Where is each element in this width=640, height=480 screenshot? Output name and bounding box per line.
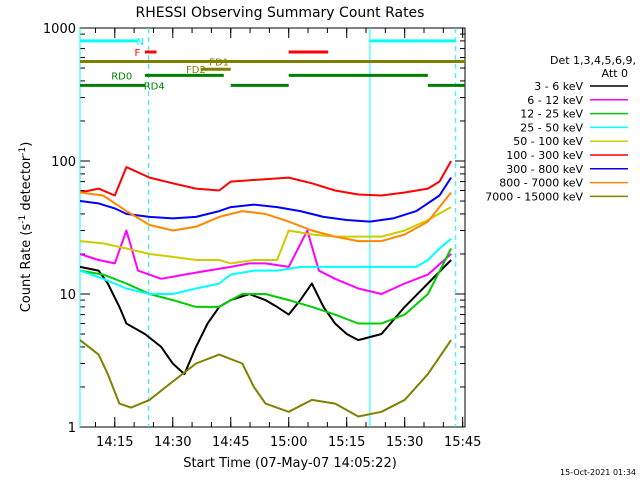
y-axis-label-part: detector	[19, 155, 34, 215]
flag-bar-label: RD4	[144, 81, 165, 92]
y-axis-label: Count Rate (s-1 detector-1)	[18, 142, 34, 313]
x-tick-label: 15:45	[444, 435, 481, 450]
plot-frame	[79, 27, 466, 428]
y-axis-ticks: 1 10 100 1000	[43, 22, 465, 436]
flag-bar-label: FD2	[186, 65, 206, 76]
time-markers	[79, 28, 457, 427]
series-line	[79, 259, 452, 376]
y-tick-label: 1	[68, 421, 76, 436]
series-line	[79, 229, 452, 295]
series-line	[79, 238, 452, 295]
flag-bar-label: FD1	[209, 57, 229, 68]
legend-entry-label: 800 - 7000 keV	[499, 177, 583, 190]
y-tick-label: 1000	[43, 22, 76, 37]
legend-entry-label: 6 - 12 keV	[527, 94, 583, 107]
legend-header-line: Att 0	[602, 67, 628, 80]
flag-bar-label: RD0	[111, 71, 132, 82]
legend-entry-label: 50 - 100 keV	[513, 135, 583, 148]
y-axis-label-part: Count Rate (s	[19, 224, 34, 313]
legend-entry-label: 3 - 6 keV	[534, 80, 583, 93]
x-tick-label: 15:00	[270, 435, 307, 450]
x-tick-label: 14:15	[96, 435, 133, 450]
flag-bar-label: N	[137, 37, 144, 48]
x-tick-label: 15:15	[328, 435, 365, 450]
legend-entry-label: 7000 - 15000 keV	[485, 190, 583, 203]
series-line	[79, 339, 452, 418]
chart-title: RHESSI Observing Summary Count Rates	[136, 5, 425, 21]
legend-entry-label: 12 - 25 keV	[520, 108, 583, 121]
legend-entry-label: 300 - 800 keV	[506, 163, 583, 176]
series-line	[79, 160, 452, 197]
x-tick-label: 15:30	[386, 435, 423, 450]
y-axis-label-exponent: -1	[18, 215, 28, 224]
y-tick-label: 100	[51, 155, 76, 170]
x-tick-label: 14:45	[212, 435, 249, 450]
x-axis-ticks: 14:15 14:30 14:45 15:00 15:15 15:30 15:45	[94, 28, 481, 450]
series-line	[79, 206, 452, 265]
series-line	[79, 177, 452, 223]
footer-timestamp: 15-Oct-2021 01:34	[560, 468, 636, 477]
legend-header-line: Det 1,3,4,5,6,9,	[550, 54, 636, 67]
flag-bar-label: F	[135, 48, 141, 59]
y-axis-label-exponent: -1	[18, 147, 28, 156]
legend-entry-label: 100 - 300 keV	[506, 149, 583, 162]
x-tick-label: 14:30	[154, 435, 191, 450]
series-lines	[79, 160, 452, 418]
series-line	[79, 191, 452, 243]
y-tick-label: 10	[59, 288, 76, 303]
x-axis-label: Start Time (07-May-07 14:05:22)	[183, 456, 397, 471]
legend-entry-label: 25 - 50 keV	[520, 121, 583, 134]
y-axis-label-part: )	[19, 142, 34, 147]
